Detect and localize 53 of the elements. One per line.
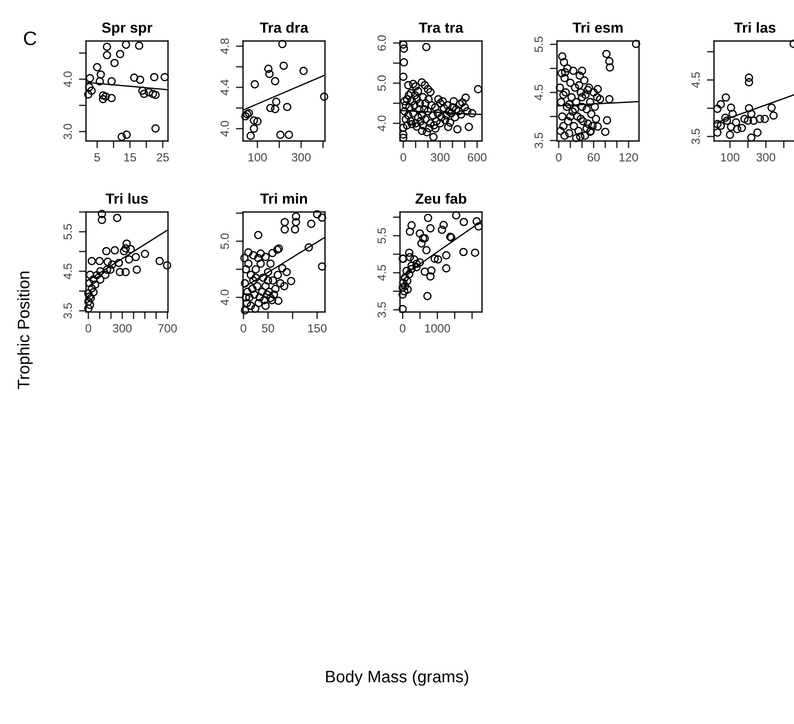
text: Body Mass (grams) xyxy=(326,670,468,686)
y-tick-label: 3.5 xyxy=(692,128,700,144)
x-tick-label: 0 xyxy=(556,153,562,162)
y-tick-label: 3.0 xyxy=(64,124,72,140)
text: C xyxy=(24,31,36,46)
y-tick-label: 4.4 xyxy=(220,80,229,96)
y-tick-label: 4.5 xyxy=(64,264,72,280)
y-tick-label: 6.0 xyxy=(378,35,386,51)
y-tick-label: 4.5 xyxy=(534,84,543,100)
chart-title: Tra dra xyxy=(260,22,308,33)
y-tick-label: 4.0 xyxy=(220,120,229,137)
x-tick-label: 0 xyxy=(240,324,246,332)
y-tick-label: 4.0 xyxy=(64,71,72,88)
text: Trophic Position xyxy=(17,272,33,390)
y-tick-label: 5.5 xyxy=(534,36,543,52)
y-tick-label: 3.5 xyxy=(534,132,543,148)
x-tick-label: 300 xyxy=(430,153,450,162)
x-tick-label: 1000 xyxy=(425,324,450,332)
x-tick-label: 600 xyxy=(468,153,486,162)
chart-title: Tra tra xyxy=(418,22,464,33)
x-tick-label: 0 xyxy=(86,324,92,332)
y-tick-label: 5.0 xyxy=(378,75,386,91)
y-tick-label: 4.0 xyxy=(220,290,229,306)
chart-title: Tri las xyxy=(734,22,776,33)
x-tick-label: 150 xyxy=(308,324,327,332)
x-tick-label: 60 xyxy=(588,153,600,162)
y-tick-label: 5.0 xyxy=(220,233,229,249)
y-tick-label: 3.5 xyxy=(64,303,72,319)
y-tick-label: 4.5 xyxy=(378,265,386,281)
y-tick-label: 4.5 xyxy=(692,72,700,88)
y-tick-label: 3.5 xyxy=(378,302,386,318)
chart-title: Tri esm xyxy=(572,22,623,33)
x-tick-label: 300 xyxy=(756,153,776,162)
chart-title: Tri min xyxy=(260,193,308,204)
y-tick-label: 5.5 xyxy=(64,224,72,240)
x-tick-label: 25 xyxy=(156,153,169,162)
x-tick-label: 0 xyxy=(400,153,406,162)
x-tick-label: 300 xyxy=(112,324,132,332)
chart-title: Zeu fab xyxy=(416,193,466,204)
x-tick-label: 100 xyxy=(248,153,267,162)
x-tick-label: 5 xyxy=(94,153,100,162)
x-tick-label: 300 xyxy=(292,153,311,162)
y-tick-label: 4.8 xyxy=(220,38,229,54)
y-tick-label: 5.5 xyxy=(378,228,386,244)
x-tick-label: 100 xyxy=(721,153,740,162)
x-tick-label: 0 xyxy=(400,324,406,332)
chart-title: Spr spr xyxy=(102,22,152,36)
x-tick-label: 15 xyxy=(124,153,136,162)
chart-title: Tri lus xyxy=(106,193,148,204)
x-tick-label: 50 xyxy=(262,324,274,332)
y-tick-label: 4.0 xyxy=(378,116,386,132)
x-tick-label: 700 xyxy=(158,324,177,332)
x-tick-label: 120 xyxy=(620,153,638,162)
